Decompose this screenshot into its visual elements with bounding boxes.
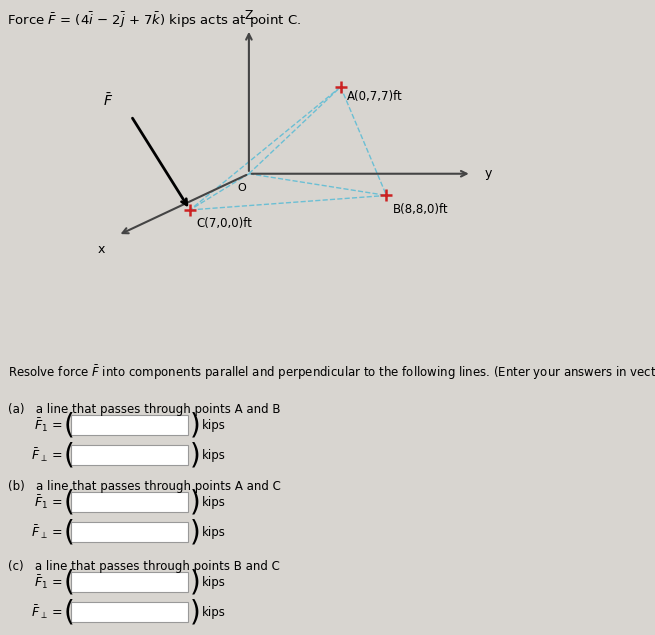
Text: =: = bbox=[52, 575, 63, 589]
Text: $\bar{F}$: $\bar{F}$ bbox=[103, 91, 113, 109]
Text: $\bar{F}_1$: $\bar{F}_1$ bbox=[34, 417, 48, 434]
Text: (: ( bbox=[64, 441, 75, 469]
FancyBboxPatch shape bbox=[71, 415, 188, 436]
FancyBboxPatch shape bbox=[71, 522, 188, 542]
Text: (c)   a line that passes through points B and C: (c) a line that passes through points B … bbox=[8, 560, 280, 573]
Text: kips: kips bbox=[202, 526, 226, 538]
Text: (: ( bbox=[64, 518, 75, 546]
Text: kips: kips bbox=[202, 419, 226, 432]
Text: =: = bbox=[52, 606, 63, 618]
Text: (: ( bbox=[64, 568, 75, 596]
Text: =: = bbox=[52, 526, 63, 538]
Text: Resolve force $\bar{F}$ into components parallel and perpendicular to the follow: Resolve force $\bar{F}$ into components … bbox=[8, 364, 655, 382]
Text: =: = bbox=[52, 449, 63, 462]
Text: C(7,0,0)ft: C(7,0,0)ft bbox=[196, 217, 252, 230]
Text: kips: kips bbox=[202, 449, 226, 462]
Text: (a)   a line that passes through points A and B: (a) a line that passes through points A … bbox=[8, 403, 280, 417]
FancyBboxPatch shape bbox=[71, 492, 188, 512]
Text: ): ) bbox=[190, 568, 200, 596]
Text: (b)   a line that passes through points A and C: (b) a line that passes through points A … bbox=[8, 480, 281, 493]
Text: (: ( bbox=[64, 488, 75, 516]
Text: x: x bbox=[98, 243, 105, 255]
Text: (: ( bbox=[64, 598, 75, 626]
FancyBboxPatch shape bbox=[71, 572, 188, 592]
Text: $\bar{F}_1$: $\bar{F}_1$ bbox=[34, 493, 48, 511]
Text: kips: kips bbox=[202, 606, 226, 618]
Text: ): ) bbox=[190, 518, 200, 546]
Text: Force $\bar{F}$ = (4$\bar{i}$ − 2$\bar{j}$ + 7$\bar{k}$) kips acts at point C.: Force $\bar{F}$ = (4$\bar{i}$ − 2$\bar{j… bbox=[7, 11, 301, 30]
Text: ): ) bbox=[190, 411, 200, 439]
Text: B(8,8,0)ft: B(8,8,0)ft bbox=[393, 203, 449, 216]
Text: $\bar{F}_1$: $\bar{F}_1$ bbox=[34, 573, 48, 591]
Text: y: y bbox=[485, 167, 492, 180]
Text: ): ) bbox=[190, 488, 200, 516]
Text: $\bar{F}_{\perp}$: $\bar{F}_{\perp}$ bbox=[31, 523, 48, 541]
FancyBboxPatch shape bbox=[71, 445, 188, 465]
Text: O: O bbox=[237, 183, 246, 193]
Text: =: = bbox=[52, 496, 63, 509]
Text: $\bar{F}_{\perp}$: $\bar{F}_{\perp}$ bbox=[31, 603, 48, 621]
Text: Z: Z bbox=[245, 9, 253, 22]
Text: kips: kips bbox=[202, 575, 226, 589]
Text: ): ) bbox=[190, 598, 200, 626]
Text: $\bar{F}_{\perp}$: $\bar{F}_{\perp}$ bbox=[31, 446, 48, 464]
Text: (: ( bbox=[64, 411, 75, 439]
Text: A(0,7,7)ft: A(0,7,7)ft bbox=[347, 90, 403, 104]
Text: ): ) bbox=[190, 441, 200, 469]
Text: =: = bbox=[52, 419, 63, 432]
FancyBboxPatch shape bbox=[71, 602, 188, 622]
Text: kips: kips bbox=[202, 496, 226, 509]
